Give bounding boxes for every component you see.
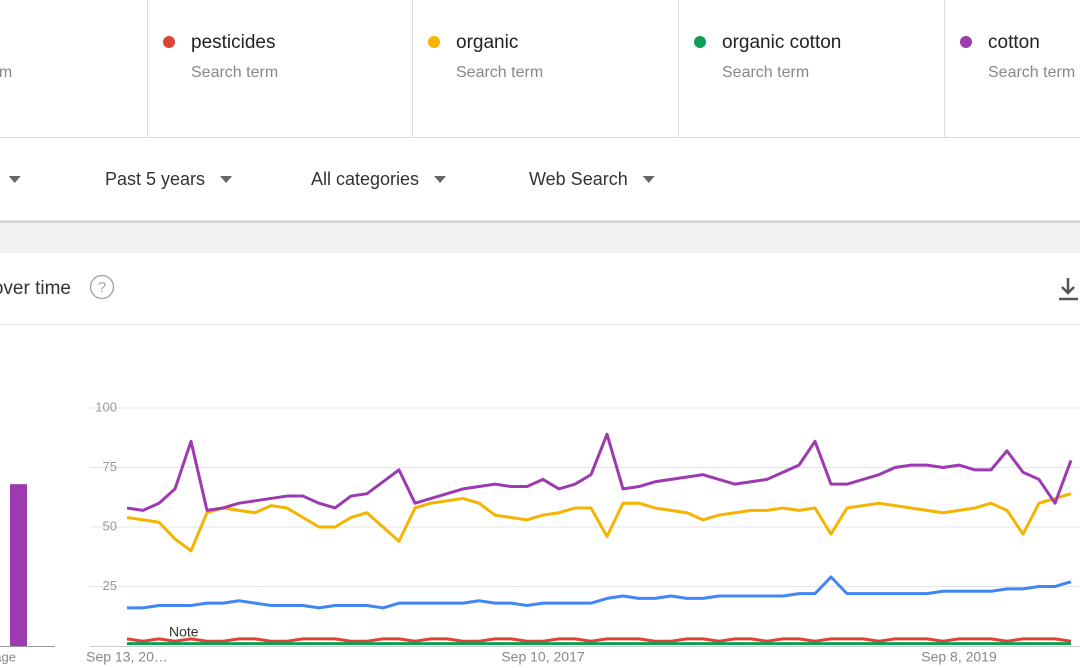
term-name[interactable]: pesticides [191,32,276,53]
trend-line [126,492,1072,553]
y-tick-label: 25 [103,578,117,593]
filter-dropdown[interactable]: All categories [311,169,419,189]
trend-line [126,432,1073,512]
y-tick-label: 50 [103,518,117,533]
term-subtitle: Search term [456,64,543,81]
svg-text:?: ? [98,279,106,296]
term-dot[interactable] [960,36,972,48]
chart-note[interactable]: Note [169,624,199,640]
download-icon[interactable] [1059,278,1078,301]
y-tick-label: 100 [95,399,117,414]
x-tick-label: Average [0,649,16,664]
filter-dropdown[interactable]: Web Search [529,169,628,189]
x-tick-label: Sep 10, 2017 [501,649,585,665]
page-gap [0,222,1080,253]
dropdown-arrow[interactable] [434,176,447,183]
trend-line [126,637,1072,643]
term-dot[interactable] [163,36,175,48]
help-icon[interactable]: ? [89,274,115,300]
term-subtitle: Search term [191,64,278,81]
filter-dropdown[interactable]: Past 5 years [105,169,205,189]
section-title: Interest over time [0,278,71,299]
x-tick-label: Sep 8, 2019 [921,649,997,665]
dropdown-arrow[interactable] [220,176,233,183]
x-tick-label: Sep 13, 20… [86,649,168,665]
average-bar [10,484,27,646]
term-dot[interactable] [428,36,440,48]
term-name[interactable]: organic cotton [722,32,841,53]
term-subtitle: Search term [988,64,1075,81]
term-subtitle: Search term [722,64,809,81]
term-name[interactable]: organic [456,32,518,53]
dropdown-arrow[interactable] [8,176,21,183]
trend-line [127,575,1072,610]
term-subtitle: Search term [0,64,12,81]
dropdown-arrow[interactable] [642,176,655,183]
term-dot[interactable] [694,36,706,48]
term-name[interactable]: cotton [988,32,1040,53]
y-tick-label: 75 [103,459,117,474]
